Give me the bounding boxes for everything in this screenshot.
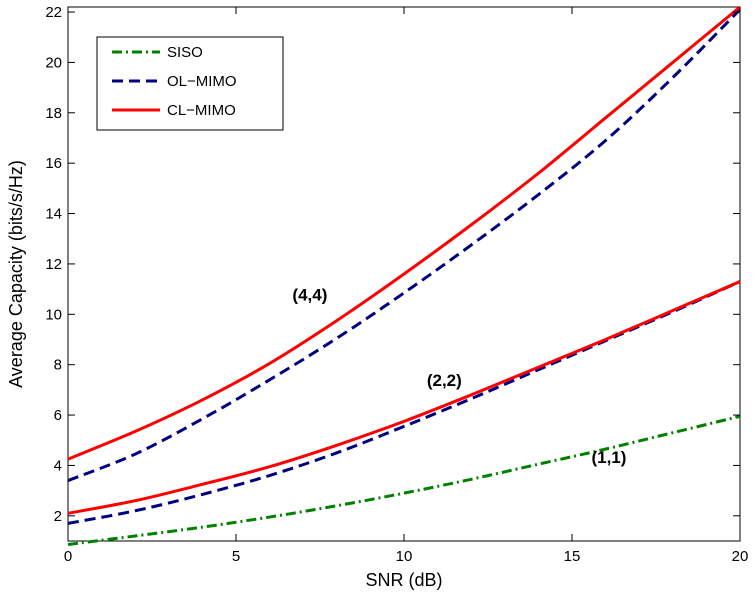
series-line-siso-0 <box>67 414 741 547</box>
series-line-clmimo-2 <box>67 280 741 515</box>
y-tick-label: 4 <box>54 457 62 474</box>
legend-label: CL−MIMO <box>167 102 236 119</box>
curve-annotation: (4,4) <box>292 285 327 304</box>
y-tick-label: 20 <box>45 54 62 71</box>
ticks-layer: 0 5 10 15 20 2 4 6 8 10 12 14 16 18 20 22 <box>45 4 748 565</box>
series-layer <box>67 5 742 547</box>
x-tick-label: 20 <box>732 548 749 565</box>
annotation-layer: (4,4) (2,2) (1,1) <box>292 285 626 466</box>
series-line-olmimo-1 <box>67 280 741 525</box>
y-tick-label: 8 <box>54 357 62 374</box>
x-axis-title: SNR (dB) <box>365 570 442 590</box>
y-tick-label: 18 <box>45 105 62 122</box>
y-tick-label: 2 <box>54 508 62 525</box>
legend-label: SISO <box>167 44 203 61</box>
y-tick-label: 22 <box>45 4 62 21</box>
y-tick-label: 10 <box>45 306 62 323</box>
series-line-olmimo-3 <box>67 8 742 482</box>
series-line-clmimo-4 <box>67 5 741 461</box>
x-tick-label: 15 <box>564 548 581 565</box>
x-tick-label: 5 <box>232 548 240 565</box>
curve-annotation: (2,2) <box>427 371 462 390</box>
y-tick-label: 16 <box>45 155 62 172</box>
x-tick-label: 0 <box>64 548 72 565</box>
y-tick-label: 14 <box>45 206 62 223</box>
y-tick-label: 6 <box>54 407 62 424</box>
curve-annotation: (1,1) <box>591 448 626 467</box>
legend: SISO OL−MIMO CL−MIMO <box>96 36 284 131</box>
legend-label: OL−MIMO <box>167 73 237 90</box>
x-tick-label: 10 <box>396 548 413 565</box>
y-axis-title: Average Capacity (bits/s/Hz) <box>6 160 26 388</box>
y-tick-label: 12 <box>45 256 62 273</box>
